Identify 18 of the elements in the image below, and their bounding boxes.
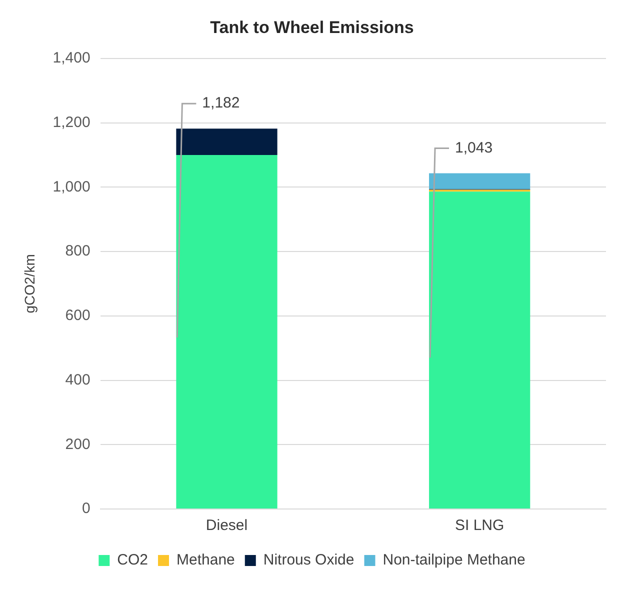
y-tick-label: 600: [65, 307, 90, 324]
total-label: 1,182: [202, 94, 240, 112]
legend-label: Nitrous Oxide: [263, 552, 354, 569]
legend-label: Methane: [176, 552, 235, 569]
y-axis-title: gCO2/km: [21, 254, 38, 314]
y-tick-label: 800: [65, 242, 90, 260]
y-tick-label: 0: [82, 500, 90, 518]
y-tick-label: 400: [65, 371, 90, 388]
total-label: 1,043: [455, 139, 493, 156]
legend-label: Non-tailpipe Methane: [382, 552, 526, 569]
legend-label: CO2: [117, 552, 148, 569]
y-tick-label: 1,200: [52, 114, 90, 131]
x-tick-label: Diesel: [206, 517, 248, 534]
y-tick-label: 1,000: [52, 178, 90, 196]
chart-title: Tank to Wheel Emissions: [210, 18, 414, 37]
y-tick-label: 200: [65, 436, 90, 453]
x-tick-label: SI LNG: [454, 517, 504, 534]
y-tick-label: 1,400: [52, 50, 90, 67]
